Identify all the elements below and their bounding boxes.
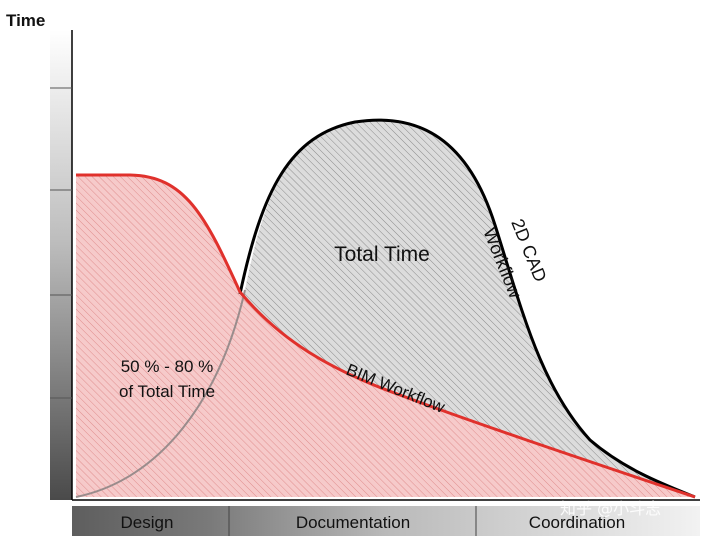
phase-design: Design	[121, 513, 174, 532]
cad-curve-hidden	[75, 289, 246, 498]
total-time-label: Total Time	[334, 243, 430, 266]
phase-bar	[72, 506, 700, 536]
cad-workflow-curve	[238, 118, 696, 499]
watermark: 知乎 @小斗志	[560, 499, 661, 518]
bim-workflow-area	[76, 175, 695, 497]
percent-label-line1: 50 % - 80 %	[121, 357, 214, 376]
time-axis	[50, 30, 700, 501]
phase-coordination: Coordination	[529, 513, 625, 532]
phase-documentation: Documentation	[296, 513, 410, 532]
time-axis-label: Time	[6, 11, 45, 30]
bim-workflow-curve	[76, 173, 696, 499]
percent-label-line2: of Total Time	[119, 382, 215, 401]
